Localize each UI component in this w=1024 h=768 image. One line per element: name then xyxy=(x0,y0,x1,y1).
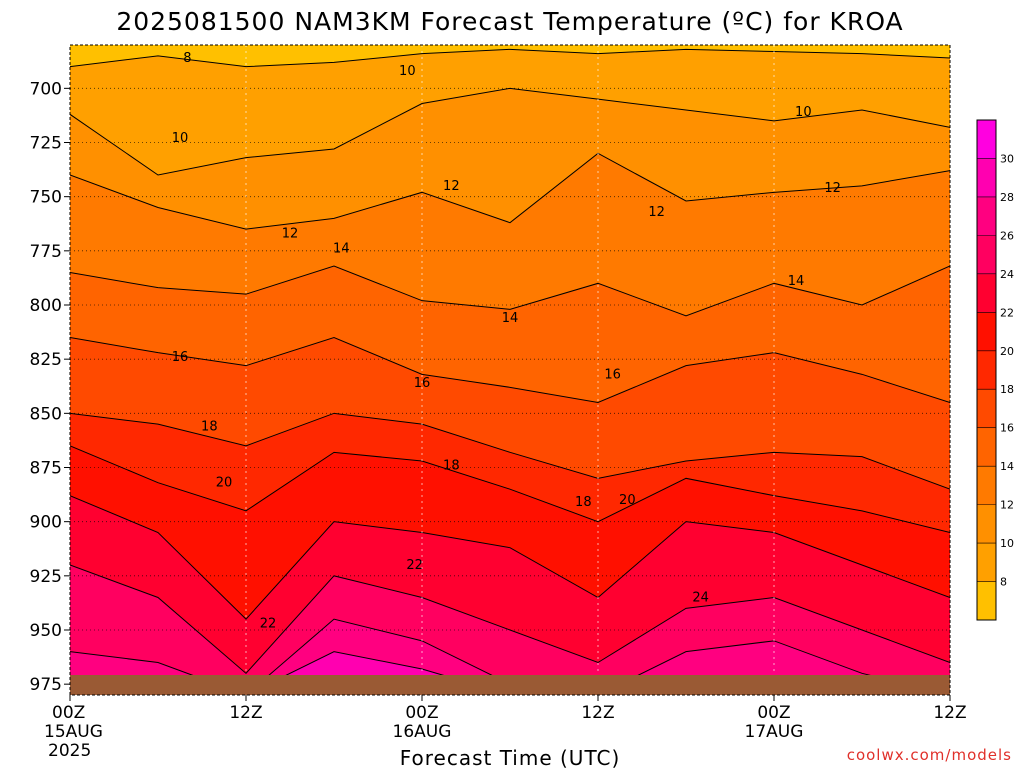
contour-label: 12 xyxy=(282,227,299,242)
ground-surface xyxy=(70,675,950,695)
x-tick-date: 15AUG xyxy=(44,722,103,742)
y-tick-label: 850 xyxy=(30,404,62,424)
isotherm-8 xyxy=(70,48,950,68)
colorbar-swatch xyxy=(977,389,996,429)
colorbar-swatch xyxy=(977,427,996,467)
y-tick-label: 700 xyxy=(30,79,62,99)
colorbar-tick-label: 24 xyxy=(1000,268,1014,281)
contour-label: 12 xyxy=(648,205,665,220)
contour-label: 12 xyxy=(824,181,841,196)
contour-label: 14 xyxy=(502,311,519,326)
y-tick-label: 775 xyxy=(30,242,62,262)
plot-area: 8 10 10 10 12 12 12 12 14 14 14 16 16 16 18 18 18 20 20 22 2… xyxy=(70,45,950,695)
isotherm-20 xyxy=(70,445,950,533)
isotherm-22 xyxy=(70,495,950,620)
colorbar-swatch xyxy=(977,273,996,313)
contour-label: 14 xyxy=(788,274,805,289)
contour-label: 10 xyxy=(399,64,416,79)
y-tick-label: 925 xyxy=(30,567,62,587)
x-tick-label: 00Z xyxy=(405,703,438,723)
colorbar-tick-label: 16 xyxy=(1000,422,1014,435)
contour-label: 20 xyxy=(216,476,233,491)
x-tick-label: 12Z xyxy=(581,703,614,723)
y-tick-label: 825 xyxy=(30,350,62,370)
colorbar-tick-label: 26 xyxy=(1000,229,1014,242)
chart-title: 2025081500 NAM3KM Forecast Temperature (… xyxy=(116,7,903,36)
colorbar-tick-label: 30 xyxy=(1000,152,1014,165)
colorbar-tick-label: 22 xyxy=(1000,306,1014,319)
y-tick-label: 950 xyxy=(30,621,62,641)
colorbar-tick-label: 28 xyxy=(1000,191,1014,204)
colorbar-swatch xyxy=(977,350,996,390)
contour-label: 24 xyxy=(692,591,709,606)
colorbar-tick-label: 20 xyxy=(1000,345,1014,358)
x-tick-label: 00Z xyxy=(52,703,85,723)
y-tick-label: 725 xyxy=(30,134,62,154)
colorbar-swatch xyxy=(977,312,996,352)
y-tick-label: 975 xyxy=(30,675,62,695)
x-axis-title: Forecast Time (UTC) xyxy=(400,746,621,768)
contour-label-layer: 8 10 10 10 12 12 12 12 14 14 14 16 16 16 18 18 18 20 20 22 2… xyxy=(172,51,841,632)
isotherm-16 xyxy=(70,336,950,404)
colorbar-swatch xyxy=(977,196,996,236)
plot-frame xyxy=(69,44,951,696)
contour-label: 16 xyxy=(172,350,189,365)
x-tick-label: 12Z xyxy=(933,703,966,723)
contour-label: 22 xyxy=(406,558,423,573)
y-tick-label: 900 xyxy=(30,513,62,533)
x-tick-label: 12Z xyxy=(229,703,262,723)
contour-label: 8 xyxy=(183,51,191,66)
credit-link[interactable]: coolwx.com/models xyxy=(847,746,1012,764)
contour-label: 18 xyxy=(575,495,592,510)
colorbar-swatch xyxy=(977,235,996,275)
y-tick-label: 875 xyxy=(30,459,62,479)
contour-label: 18 xyxy=(201,419,218,434)
contour-label: 16 xyxy=(414,376,431,391)
colorbar-legend: 8 10 12 14 16 18 20 22 24 26 28 30 xyxy=(976,119,1014,621)
contour-label: 14 xyxy=(333,242,350,257)
x-tick-date: 16AUG xyxy=(393,722,452,742)
x-tick-date: 17AUG xyxy=(745,722,804,742)
colorbar-frame xyxy=(976,119,997,621)
colorbar-tick-label: 10 xyxy=(1000,537,1014,550)
y-tick-label: 750 xyxy=(30,188,62,208)
colorbar-tick-label: 8 xyxy=(1000,576,1007,589)
x-tick-year: 2025 xyxy=(48,741,91,761)
colorbar-swatch xyxy=(977,504,996,544)
colorbar-tick-label: 12 xyxy=(1000,499,1014,512)
contour-label: 18 xyxy=(443,458,460,473)
contour-label: 10 xyxy=(795,105,812,120)
isotherm-18 xyxy=(70,412,950,490)
contour-label: 12 xyxy=(443,179,460,194)
isotherm-14 xyxy=(70,265,950,317)
colorbar-swatch xyxy=(977,120,996,159)
isotherm-12 xyxy=(70,152,950,230)
colorbar-tick-label: 18 xyxy=(1000,383,1014,396)
colorbar-swatch xyxy=(977,581,996,621)
contour-label: 20 xyxy=(619,493,636,508)
contour-label: 22 xyxy=(260,617,277,632)
contour-label: 10 xyxy=(172,131,189,146)
x-tick-label: 00Z xyxy=(757,703,790,723)
colorbar-tick-label: 14 xyxy=(1000,460,1014,473)
colorbar-swatch xyxy=(977,543,996,583)
colorbar-swatch xyxy=(977,158,996,198)
contour-label: 16 xyxy=(604,367,621,382)
y-tick-label: 800 xyxy=(30,296,62,316)
colorbar-swatch xyxy=(977,466,996,506)
y-axis: 700 725 750 775 800 825 850 875 900 925 950 975 xyxy=(30,79,70,695)
